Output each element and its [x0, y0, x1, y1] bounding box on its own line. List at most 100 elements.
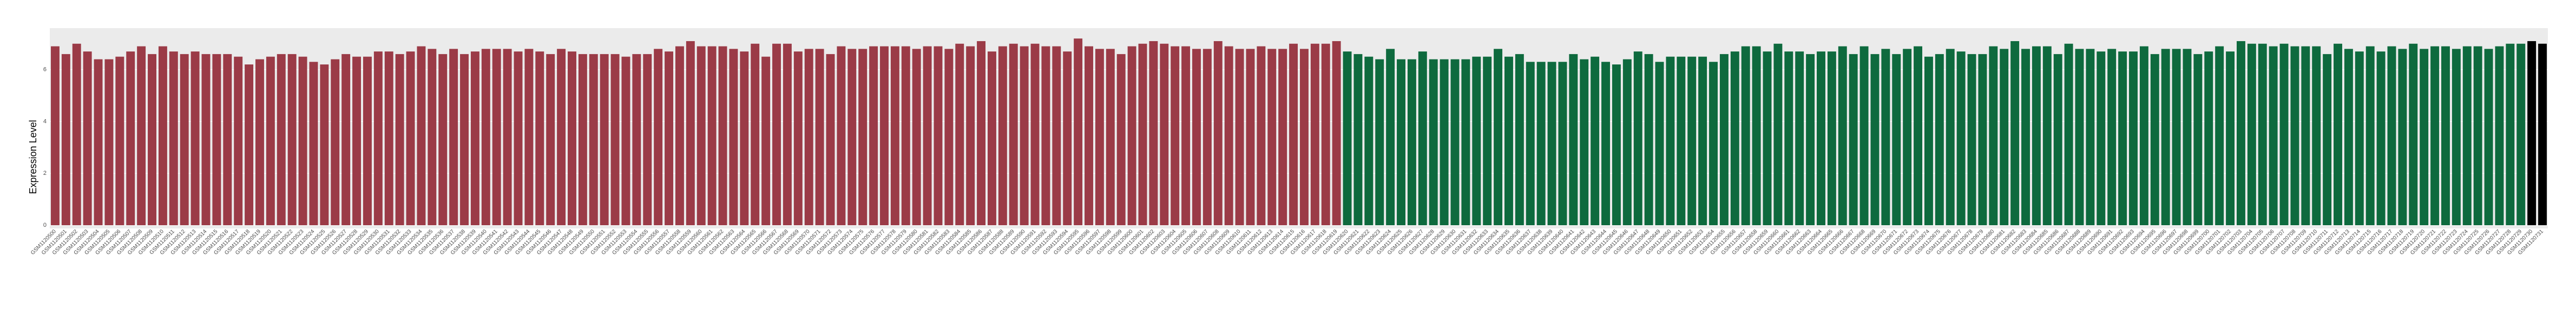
bar [1030, 43, 1040, 225]
y-axis-label: Expression Level [28, 120, 38, 194]
bar [1612, 64, 1621, 225]
bar [912, 49, 921, 225]
bar [2118, 51, 2127, 226]
bar [955, 43, 964, 225]
bar [1687, 56, 1697, 226]
bar [621, 56, 630, 226]
bar [2506, 43, 2515, 225]
bar [298, 56, 307, 226]
bar [998, 46, 1007, 226]
bar [2258, 43, 2267, 225]
bar [2097, 51, 2106, 226]
bar [234, 56, 243, 226]
bar [1310, 43, 1319, 225]
bar [2193, 54, 2203, 225]
bar [966, 46, 975, 226]
bar [126, 51, 135, 226]
bar [83, 51, 92, 226]
bar [245, 64, 254, 225]
bar [696, 46, 706, 226]
bar [1580, 59, 1589, 225]
bar [1074, 38, 1083, 225]
bar [503, 49, 512, 225]
bar [2021, 49, 2030, 225]
bar [2365, 46, 2375, 226]
bar [2376, 51, 2386, 226]
bar [331, 59, 340, 225]
bar [1569, 54, 1578, 225]
bar [137, 46, 146, 226]
bar [707, 46, 717, 226]
bar [632, 54, 641, 225]
bar [535, 51, 544, 226]
bar [1149, 41, 1158, 226]
bar [1827, 51, 1836, 226]
bar [1806, 54, 1815, 225]
bar [1666, 56, 1675, 226]
bar [1429, 59, 1438, 225]
bar [1020, 46, 1029, 226]
bar [1440, 59, 1449, 225]
bar [104, 59, 114, 225]
bar [2355, 51, 2364, 226]
bar [1914, 46, 1923, 226]
bar [1892, 54, 1901, 225]
bar [2290, 46, 2299, 226]
bar [1763, 51, 1772, 226]
bar [2064, 43, 2073, 225]
bar [686, 41, 695, 226]
bar [180, 54, 189, 225]
bar [169, 51, 178, 226]
bar [2086, 49, 2095, 225]
bar [428, 49, 437, 225]
bar [2279, 43, 2289, 225]
bar [923, 46, 932, 226]
bar [729, 49, 738, 225]
bar [1127, 46, 1136, 226]
bar [2495, 46, 2504, 226]
bar [1591, 56, 1600, 226]
bar [1472, 56, 1481, 226]
bar [1536, 62, 1546, 226]
bar [1773, 43, 1783, 225]
bar [2183, 49, 2192, 225]
bar [2484, 49, 2493, 225]
bar [568, 51, 576, 226]
bar [837, 46, 846, 226]
bar [1817, 51, 1825, 226]
bar [793, 51, 803, 226]
bar [600, 54, 609, 225]
bar [2161, 49, 2170, 225]
bar [858, 49, 868, 225]
bar [1202, 49, 1212, 225]
bar [72, 43, 81, 225]
bar [1547, 62, 1556, 226]
bar [1213, 41, 1223, 226]
bar [1677, 56, 1686, 226]
bar [880, 46, 889, 226]
bar [2312, 46, 2321, 226]
bar [1515, 54, 1524, 225]
bar [944, 49, 954, 225]
bar [2462, 46, 2472, 226]
bar [1085, 46, 1093, 226]
bar [1924, 56, 1933, 226]
bar [438, 54, 448, 225]
bar [1138, 43, 1147, 225]
bar [1730, 51, 1739, 226]
bar [2139, 46, 2148, 226]
bar [2236, 41, 2245, 226]
bar [1494, 49, 1503, 225]
bar [449, 49, 458, 225]
y-tick-label: 0 [43, 222, 47, 228]
bar [589, 54, 598, 225]
bar [1041, 46, 1050, 226]
bar [2226, 51, 2235, 226]
bar [470, 51, 479, 226]
bar [2452, 49, 2461, 225]
bar [2387, 46, 2396, 226]
bar [2053, 54, 2062, 225]
bar [1978, 54, 1987, 225]
bar [1601, 62, 1611, 226]
bar [1246, 49, 1255, 225]
